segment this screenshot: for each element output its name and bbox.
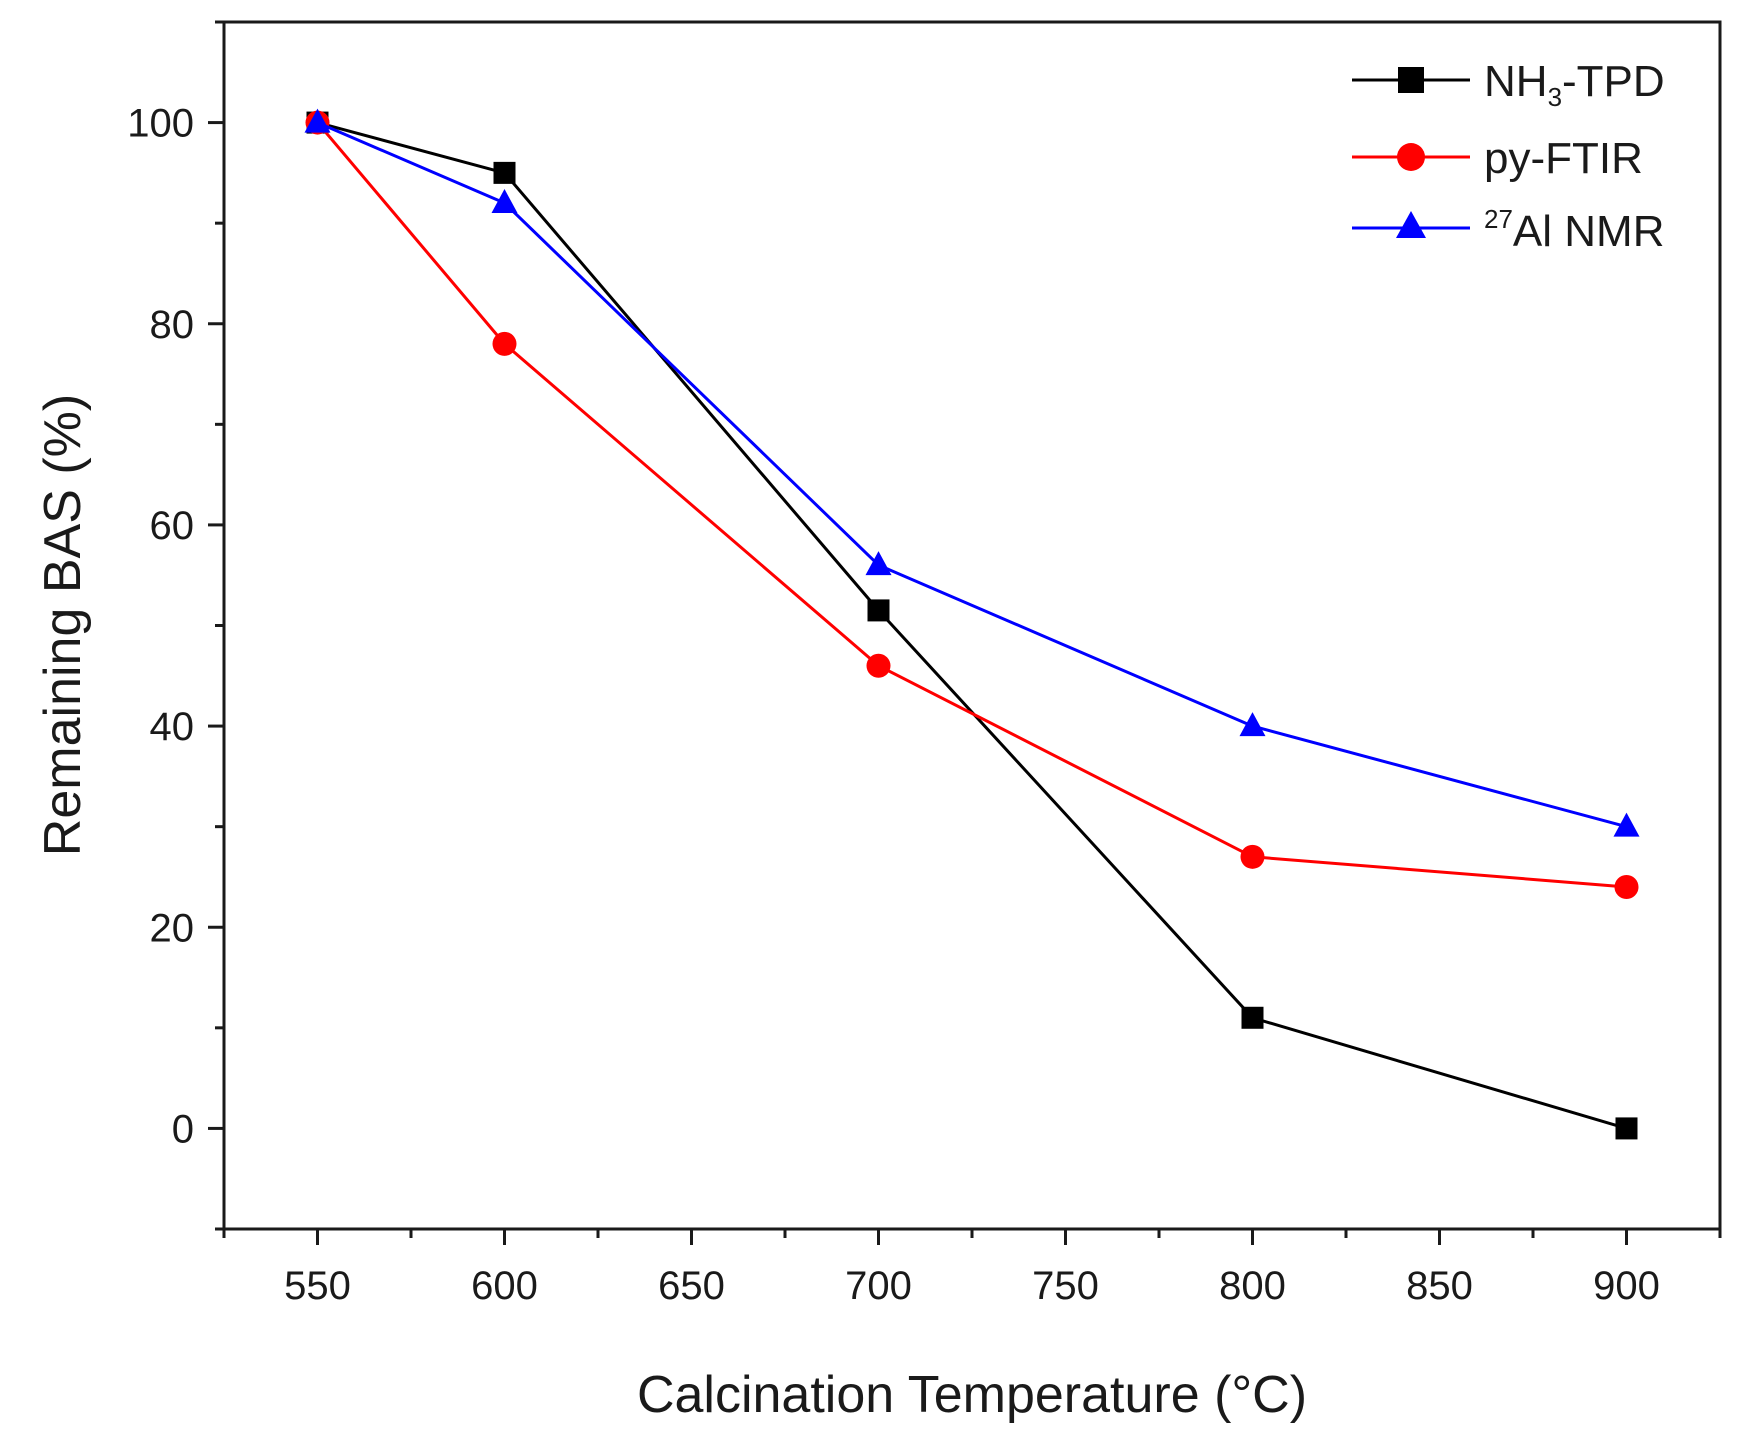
x-tick-label-600: 600 — [471, 1264, 538, 1308]
x-axis-ticks: 550 600 650 700 750 800 850 900 — [222, 1229, 1722, 1308]
y-tick-label-80: 80 — [150, 303, 195, 347]
legend-marker-27al-nmr — [1396, 211, 1426, 238]
y-tick-label-40: 40 — [150, 705, 195, 749]
data-point-27al-nmr-800 — [1239, 712, 1266, 737]
x-tick-label-750: 750 — [1032, 1264, 1099, 1308]
series-py-ftir — [305, 110, 1639, 900]
data-point-nh3-tpd-600 — [493, 161, 516, 184]
data-point-27al-nmr-900 — [1613, 812, 1640, 837]
legend-label-nh3-tpd: NH3-TPD — [1484, 57, 1665, 112]
legend-label-py-ftir: py-FTIR — [1484, 134, 1643, 183]
data-point-nh3-tpd-900 — [1615, 1117, 1638, 1140]
x-axis-title: Calcination Temperature (°C) — [637, 1366, 1307, 1424]
y-axis-title: Remaining BAS (%) — [34, 394, 92, 856]
series-nh3-tpd — [306, 111, 1638, 1140]
y-tick-label-60: 60 — [150, 504, 195, 548]
y-axis-ticks: 0 20 40 60 80 100 — [127, 20, 224, 1231]
legend-marker-py-ftir — [1397, 143, 1425, 171]
legend-entry-py-ftir: py-FTIR — [1352, 134, 1643, 183]
x-tick-label-550: 550 — [284, 1264, 351, 1308]
series-line-nh3-tpd — [317, 121, 1627, 1130]
x-tick-label-900: 900 — [1593, 1264, 1660, 1308]
data-point-27al-nmr-600 — [491, 189, 518, 214]
data-point-nh3-tpd-800 — [1241, 1006, 1264, 1029]
legend: NH3-TPD py-FTIR 27Al NMR — [1352, 57, 1665, 256]
legend-entry-nh3-tpd: NH3-TPD — [1352, 57, 1665, 112]
legend-label-27al-nmr: 27Al NMR — [1484, 204, 1664, 256]
y-tick-label-20: 20 — [150, 906, 195, 950]
x-tick-label-850: 850 — [1406, 1264, 1473, 1308]
data-point-py-ftir-900 — [1614, 875, 1639, 900]
data-point-27al-nmr-700 — [865, 551, 892, 576]
y-tick-label-0: 0 — [172, 1107, 194, 1151]
x-tick-label-650: 650 — [658, 1264, 725, 1308]
data-point-py-ftir-700 — [866, 653, 891, 678]
data-point-27al-nmr-550 — [304, 108, 331, 133]
legend-marker-nh3-tpd — [1398, 67, 1424, 93]
x-tick-label-700: 700 — [845, 1264, 912, 1308]
data-point-py-ftir-800 — [1240, 844, 1265, 869]
series-layer — [304, 108, 1640, 1140]
series-27al-nmr — [304, 108, 1640, 837]
y-tick-label-100: 100 — [127, 102, 194, 146]
data-point-py-ftir-600 — [492, 331, 517, 356]
x-tick-label-800: 800 — [1219, 1264, 1286, 1308]
legend-entry-27al-nmr: 27Al NMR — [1352, 204, 1664, 256]
data-point-nh3-tpd-700 — [867, 599, 890, 622]
